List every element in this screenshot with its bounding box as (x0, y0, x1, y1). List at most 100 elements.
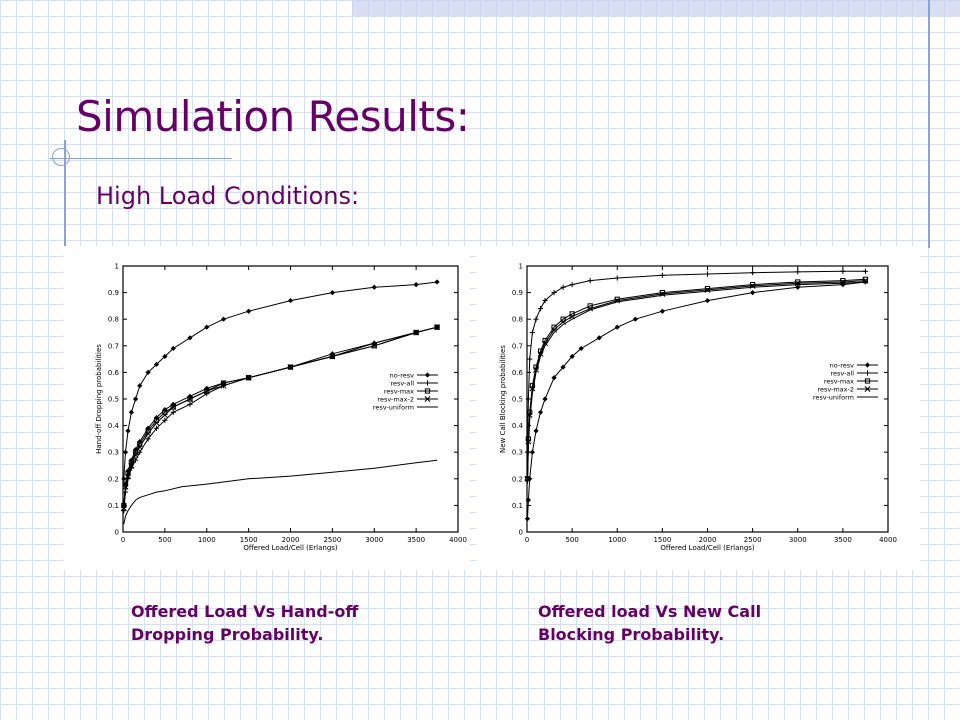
data-point (121, 508, 127, 514)
data-point (246, 308, 252, 314)
data-point (551, 290, 557, 296)
data-point (434, 324, 441, 331)
data-point (840, 268, 846, 274)
x-tick-label: 2000 (282, 536, 300, 544)
x-tick-label: 3000 (789, 536, 807, 544)
legend-label: resv-all (830, 370, 854, 378)
data-point (122, 449, 129, 455)
data-point (128, 409, 134, 415)
decorative-left-rule (64, 140, 66, 248)
data-point-stroke (371, 342, 378, 349)
x-tick-label: 3500 (834, 536, 852, 544)
x-tick-label: 1000 (198, 536, 216, 544)
data-point (246, 375, 252, 381)
series-line (123, 459, 438, 525)
data-point-stroke (153, 419, 160, 426)
data-point (136, 443, 143, 450)
data-point (145, 430, 152, 437)
data-point-stroke (551, 326, 558, 333)
y-tick-label: 0.4 (108, 422, 120, 430)
caption-handoff-dropping: Offered Load Vs Hand-off Dropping Probab… (131, 600, 358, 646)
legend-label: resv-max-2 (377, 396, 414, 404)
data-point (287, 364, 294, 370)
x-axis-label: Offered Load/Cell (Erlangs) (660, 544, 755, 552)
data-point-stroke (569, 313, 576, 320)
data-point (750, 282, 756, 288)
data-point (187, 396, 193, 402)
data-point-stroke (287, 364, 294, 371)
caption-new-call-blocking: Offered load Vs New Call Blocking Probab… (538, 600, 761, 646)
data-point (614, 296, 620, 302)
decorative-top-band (352, 0, 960, 16)
y-tick-label: 0.5 (512, 396, 523, 404)
data-point (204, 391, 210, 397)
data-point (137, 438, 143, 445)
data-point-stroke (187, 396, 193, 402)
data-point (526, 412, 533, 418)
data-point (203, 388, 210, 394)
decorative-right-rule (928, 0, 930, 248)
legend-label: resv-all (390, 380, 414, 388)
x-tick-label: 4000 (449, 536, 467, 544)
x-tick-label: 1500 (653, 536, 671, 544)
y-tick-label: 0.1 (108, 502, 119, 510)
legend-label: resv-uniform (813, 394, 854, 402)
y-tick-label: 0.8 (108, 316, 119, 324)
data-point (204, 324, 210, 330)
y-tick-label: 0.2 (512, 475, 523, 483)
data-point-stroke (132, 451, 139, 458)
data-point (864, 386, 871, 392)
data-point (122, 483, 129, 490)
data-point-stroke (122, 483, 129, 490)
y-tick-label: 0.1 (512, 502, 523, 510)
y-tick-label: 0.6 (108, 369, 120, 377)
data-point-stroke (161, 412, 168, 418)
x-tick-label: 1000 (608, 536, 626, 544)
data-point (120, 505, 127, 512)
data-point (569, 353, 575, 360)
legend-label: no-resv (830, 362, 854, 370)
legend-label: resv-uniform (373, 404, 414, 412)
data-point (128, 462, 135, 469)
data-point (424, 372, 431, 378)
slide-title: Simulation Results: (76, 92, 470, 141)
data-point (542, 297, 548, 304)
data-point (527, 356, 533, 362)
data-point (170, 409, 176, 415)
data-point (187, 335, 193, 341)
data-point (125, 473, 131, 480)
data-point (659, 290, 665, 296)
new-call-blocking-chart-svg: 0 0.1 0.2 0.3 0.4 0.5 0.6 0.7 0.8 0.9 1 0 500 1000 150… (499, 263, 897, 553)
data-point (424, 388, 431, 394)
data-point (529, 329, 536, 336)
data-point (187, 396, 193, 402)
x-tick-label: 500 (158, 536, 171, 544)
data-point-stroke (145, 430, 152, 437)
y-tick-label: 0 (115, 529, 119, 537)
data-point-stroke (136, 443, 143, 450)
y-axis-label: Hand-off Dropping probabilities (95, 344, 103, 454)
series-line (527, 280, 866, 479)
data-point (161, 412, 168, 418)
y-tick-label: 0.5 (108, 396, 119, 404)
data-point (542, 340, 549, 347)
handoff-dropping-chart: 0 0.1 0.2 0.3 0.4 0.5 0.6 0.7 0.8 0.9 1 0 500 1000 150… (64, 246, 470, 570)
data-point (371, 343, 377, 349)
data-point (614, 324, 620, 330)
data-point (153, 415, 160, 421)
caption-line: Offered load Vs New Call (538, 602, 762, 621)
data-point-stroke (529, 385, 536, 392)
data-point (569, 282, 575, 288)
data-point-stroke (125, 473, 131, 480)
data-point (864, 362, 871, 368)
data-point (329, 353, 336, 360)
data-point (704, 297, 711, 304)
data-point (170, 404, 176, 410)
data-point (434, 324, 440, 330)
decorative-ring-icon (52, 148, 70, 166)
data-point-stroke (542, 340, 549, 347)
data-point (864, 370, 871, 376)
data-point (287, 297, 294, 304)
legend-label: resv-max (384, 388, 414, 396)
data-point (245, 374, 252, 381)
